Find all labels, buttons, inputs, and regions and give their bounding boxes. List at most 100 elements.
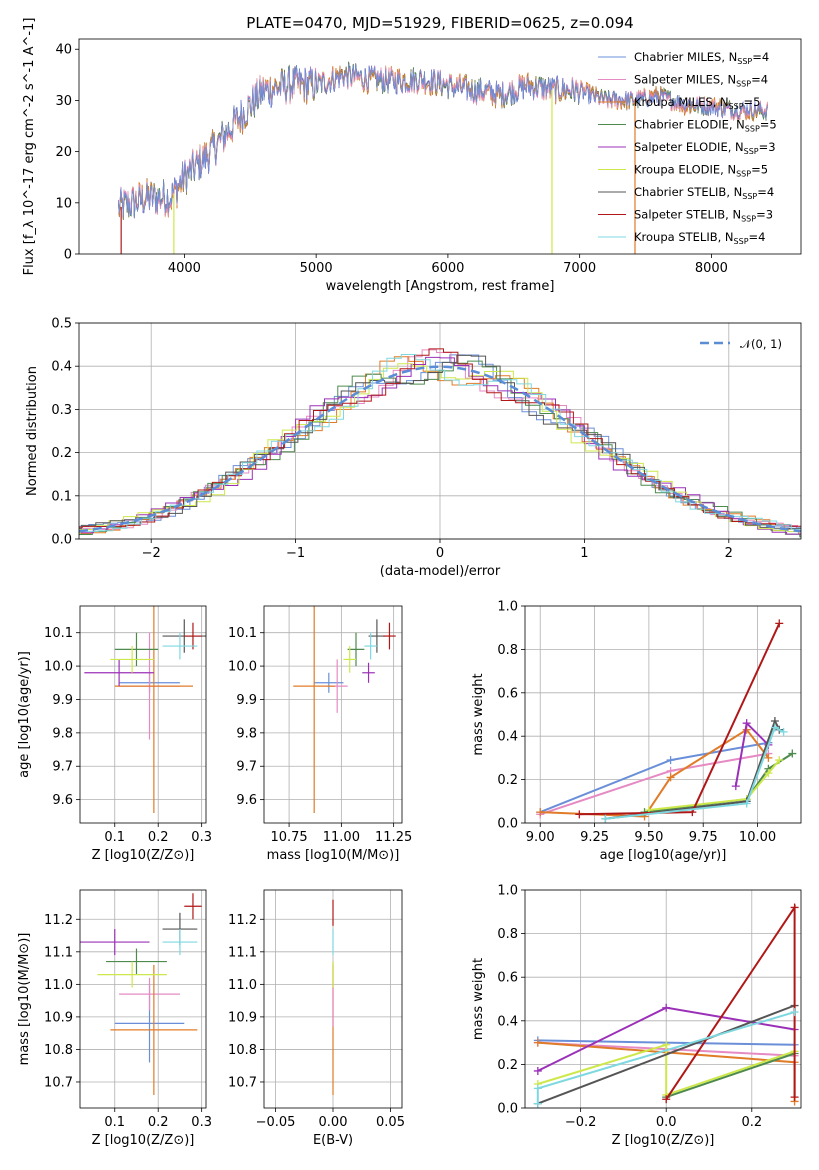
marker-salpeter_stelib: [662, 1095, 671, 1104]
marker-kroupa_stelib: [790, 1008, 799, 1017]
marker-kroupa_elodie: [662, 1040, 671, 1049]
tick-label-y: 0.5: [51, 317, 72, 332]
legend-tail: =3: [759, 140, 776, 154]
tick-label-x: 0.1: [104, 1115, 125, 1130]
tick-label-x: 10.75: [270, 830, 307, 845]
tick-label-y: 10.1: [228, 626, 257, 641]
points-mass_vs_Z: [80, 893, 202, 1095]
marker-kroupa_stelib: [533, 1099, 542, 1108]
legend-tail: =4: [757, 185, 774, 199]
tick-label-y: 9.6: [52, 793, 73, 808]
tick-label-x: 0.2: [148, 830, 169, 845]
x-axis-label: E(B-V): [313, 1133, 353, 1148]
legend-text: Salpeter ELODIE, N: [634, 140, 744, 154]
tick-label-y: 11.1: [44, 945, 73, 960]
points-age_vs_Z: [84, 606, 206, 813]
marker-salpeter_stelib: [790, 903, 799, 912]
hist-kroupa_stelib: [79, 354, 801, 532]
tick-label-y: 0.0: [51, 533, 72, 548]
legend-sub: SSP: [729, 102, 744, 111]
marker-salpeter_stelib: [575, 810, 584, 819]
legend-text: Chabrier MILES, N: [634, 50, 737, 64]
x-axis-label: Z [log10(Z/Z⊙)]: [92, 848, 195, 863]
tick-label-x: −0.05: [256, 1115, 296, 1130]
spectrum-line-chabrier_miles: [118, 63, 768, 218]
axes-frame: [78, 322, 802, 540]
axes-frame: [263, 605, 403, 824]
histograms: [79, 348, 801, 538]
tick-label-x: 6000: [431, 261, 464, 276]
tick-label-y: 9.6: [236, 793, 257, 808]
tick-label-y: 1.0: [497, 884, 518, 899]
tick-label-y: 10.0: [44, 660, 73, 675]
tick-label-y: 10: [55, 196, 72, 211]
legend-sub: SSP: [742, 192, 757, 201]
axes-residuals: −2 −1 0 1 2 0.0 0.1 0.2 0.3 0.4 0.5 (data-model)/er…: [25, 317, 802, 579]
tick-label-x: −2: [142, 546, 161, 561]
legend-tail: =4: [752, 50, 769, 64]
legend-sub: SSP: [737, 57, 752, 66]
y-axis-label: mass weight: [471, 673, 486, 755]
gaussian-curve: [79, 365, 801, 533]
tick-label-x: 0.00: [319, 1115, 348, 1130]
legend-tail: =5: [751, 163, 768, 177]
x-axis-label: Z [log10(Z/Z⊙)]: [612, 1133, 715, 1148]
legend-tail: =3: [756, 208, 773, 222]
marker-kroupa_miles: [666, 773, 675, 782]
tick-label-y: 0.0: [497, 817, 518, 832]
tick-label-y: 30: [55, 94, 72, 109]
tick-label-y: 11.2: [228, 913, 257, 928]
series-chabrier_stelib: [605, 718, 781, 820]
legend-text: Kroupa STELIB, N: [634, 230, 734, 244]
axes-frame: [524, 889, 802, 1109]
tick-label-y: 0.4: [51, 360, 72, 375]
marker-kroupa_stelib: [533, 1084, 542, 1093]
tick-label-y: 10.7: [228, 1075, 257, 1090]
tick-label-y: 10.9: [228, 1010, 257, 1025]
marker-salpeter_elodie: [533, 1066, 542, 1075]
tick-label-x: 5000: [300, 261, 333, 276]
tick-label-x: 2: [725, 546, 733, 561]
x-axis-label: wavelength [Angstrom, rest frame]: [326, 279, 555, 294]
axes-frame: [78, 38, 802, 255]
legend-tail: =4: [749, 230, 766, 244]
axes-age_vs_mass: 10.75 11.00 11.25 9.6 9.7 9.8 9.9 10.0 10.1 mass …: [228, 605, 412, 863]
tick-label-x: 0.05: [376, 1115, 405, 1130]
tick-label-x: 11.00: [323, 830, 360, 845]
axes-mass_vs_Z: 0.1 0.2 0.3 10.7 10.8 10.9 11.0 11.1 11.2 Z [log1…: [17, 889, 212, 1148]
axes-weight_vs_age: 9.00 9.25 9.50 9.75 10.00 0.0 0.2 0.4 0.6 0.8 1.0 a…: [471, 600, 802, 863]
marker-kroupa_elodie: [764, 769, 773, 778]
tick-label-x: 7000: [563, 261, 596, 276]
spectrum-lines: [118, 61, 768, 254]
tick-label-y: 0.6: [497, 971, 518, 986]
legend-sub: SSP: [736, 80, 751, 89]
tick-label-x: 0.2: [148, 1115, 169, 1130]
tick-label-x: 11.25: [375, 830, 412, 845]
tick-label-y: 40: [55, 43, 72, 58]
tick-label-x: 9.75: [689, 830, 718, 845]
tick-label-y: 11.0: [228, 978, 257, 993]
legend-text: Kroupa MILES, N: [634, 95, 729, 109]
marker-salpeter_elodie: [662, 1003, 671, 1012]
tick-label-y: 10.9: [44, 1010, 73, 1025]
legend-entry-salpeter_miles: Salpeter MILES, NSSP=4: [634, 73, 768, 89]
lines-weight_vs_age: [536, 619, 797, 823]
axes-frame: [79, 889, 207, 1109]
y-axis-label: mass weight: [471, 958, 486, 1040]
series-salpeter_stelib: [665, 904, 796, 1100]
axes-mass_vs_EBV: −0.05 0.00 0.05 10.7 10.8 10.9 11.0 11.1 11.2 E(B…: [228, 889, 405, 1148]
marker-kroupa_stelib: [779, 727, 788, 736]
legend-entry-chabrier_elodie: Chabrier ELODIE, NSSP=5: [634, 118, 777, 134]
legend-text: Kroupa ELODIE, N: [634, 163, 736, 177]
legend-entry-chabrier_stelib: Chabrier STELIB, NSSP=4: [634, 185, 774, 201]
tick-label-y: 0: [64, 248, 72, 263]
tick-label-y: 9.7: [236, 760, 257, 775]
tick-label-y: 9.9: [52, 693, 73, 708]
tick-label-y: 10.8: [44, 1043, 73, 1058]
legend-entry-gauss: 𝒩(0, 1): [740, 337, 782, 351]
tick-label-y: 11.1: [228, 945, 257, 960]
axes-frame: [524, 605, 802, 824]
marker-salpeter_stelib: [790, 1093, 799, 1102]
tick-label-y: 9.7: [52, 760, 73, 775]
series-chabrier_stelib: [537, 1004, 795, 1105]
